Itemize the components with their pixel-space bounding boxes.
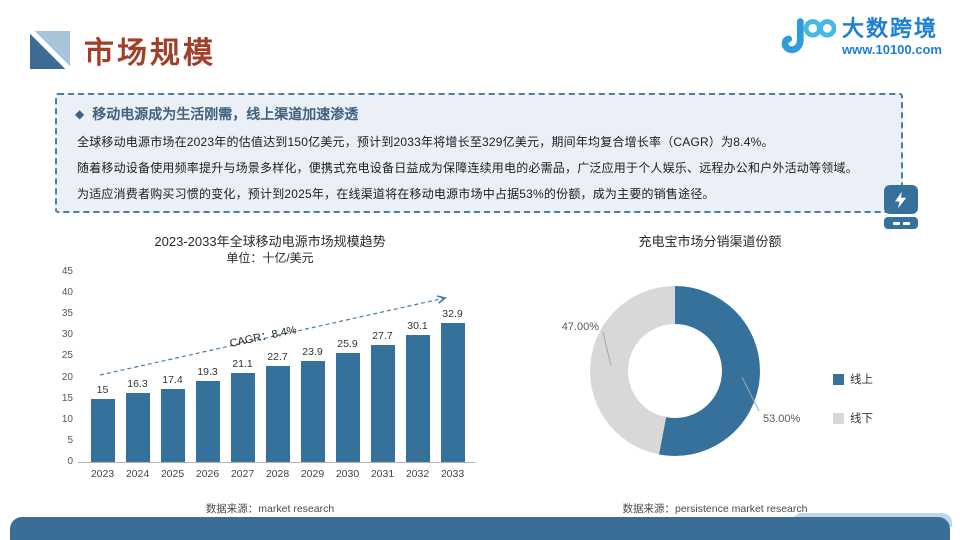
y-axis-tick: 10 (61, 413, 73, 425)
summary-paragraph: 全球移动电源市场在2023年的估值达到150亿美元，预计到2033年将增长至32… (77, 135, 774, 149)
x-axis-label: 2023 (90, 468, 115, 480)
diamond-bullet-icon: ◆ (75, 107, 85, 121)
bar-chart: 2023-2033年全球移动电源市场规模趋势 单位：十亿/美元 CAGR：8.4… (55, 225, 485, 487)
summary-heading-text: 移动电源成为生活刚需，线上渠道加速渗透 (92, 106, 359, 122)
x-axis-label: 2030 (335, 468, 360, 480)
bar (90, 398, 115, 462)
footer-bar (10, 517, 950, 540)
powerbank-icon (884, 185, 918, 229)
bar-value-label: 25.9 (337, 337, 358, 350)
bar (125, 393, 150, 462)
y-axis-tick: 20 (61, 371, 73, 383)
offline-share-label: 47.00% (561, 321, 599, 333)
brand-logo-icon (781, 18, 837, 54)
bar-value-label: 30.1 (407, 319, 428, 332)
legend-item-offline: 线下 (833, 410, 873, 426)
bar (265, 366, 290, 462)
summary-box: ◆ 移动电源成为生活刚需，线上渠道加速渗透 全球移动电源市场在2023年的估值达… (55, 93, 903, 213)
bar-chart-title: 2023-2033年全球移动电源市场规模趋势 (154, 234, 386, 249)
donut-chart-source: 数据来源：persistence market research (622, 503, 808, 515)
y-axis-tick: 5 (67, 434, 73, 446)
brand-url: www.10100.com (842, 42, 942, 58)
charger-ports-icon (884, 217, 918, 229)
bar (300, 361, 325, 462)
x-axis-label: 2027 (230, 468, 255, 480)
bar (335, 352, 360, 462)
offline-swatch-icon (833, 412, 844, 424)
title-square-icon (30, 31, 70, 69)
bar-value-label: 15 (96, 383, 109, 396)
bar (440, 323, 465, 462)
brand-logo: 大数跨境 www.10100.com (780, 16, 942, 60)
x-axis-label: 2025 (160, 468, 185, 480)
x-axis-label: 2032 (405, 468, 430, 480)
bar-value-label: 22.7 (267, 351, 288, 364)
legend-label-offline: 线下 (850, 413, 873, 425)
bar (195, 380, 220, 462)
bar (160, 388, 185, 462)
lightning-icon (884, 185, 918, 214)
page-title: 市场规模 (84, 37, 216, 70)
donut-ring (590, 286, 760, 456)
brand-logo-texts: 大数跨境 www.10100.com (842, 16, 942, 58)
x-axis-line (78, 462, 475, 463)
bar-value-label: 23.9 (302, 346, 323, 359)
bar-value-label: 17.4 (162, 373, 183, 386)
y-axis-tick: 35 (61, 308, 73, 320)
y-axis-tick: 15 (61, 392, 73, 404)
summary-paragraph: 随着移动设备使用频率提升与场景多样化，便携式充电设备日益成为保障连续用电的必需品… (77, 161, 858, 175)
x-axis-label: 2033 (440, 468, 465, 480)
online-share-label: 53.00% (763, 413, 801, 425)
donut-hole (628, 324, 722, 418)
bar-chart-source: 数据来源：market research (205, 503, 335, 515)
bar (370, 345, 395, 462)
bar (230, 372, 255, 462)
legend-label-online: 线上 (850, 374, 873, 386)
bar-value-label: 16.3 (127, 378, 148, 391)
donut-legend: 线上 线下 (833, 371, 873, 426)
x-axis-label: 2029 (300, 468, 325, 480)
y-axis-tick: 30 (61, 329, 73, 341)
y-axis-tick: 40 (61, 287, 73, 299)
x-axis-label: 2031 (370, 468, 395, 480)
bar (405, 334, 430, 462)
donut-chart-title: 充电宝市场分销渠道份额 (638, 234, 782, 249)
bar-value-label: 19.3 (197, 365, 218, 378)
y-axis-tick: 0 (67, 456, 73, 467)
summary-heading: ◆ 移动电源成为生活刚需，线上渠道加速渗透 (75, 104, 881, 124)
online-swatch-icon (833, 373, 844, 385)
y-axis-tick: 45 (61, 266, 73, 277)
summary-paragraph: 为适应消费者购买习惯的变化，预计到2025年，在线渠道将在移动电源市场中占据53… (77, 187, 715, 201)
x-axis-label: 2024 (125, 468, 150, 480)
bar-value-label: 21.1 (232, 357, 253, 370)
bar-value-label: 32.9 (442, 308, 463, 321)
header: 市场规模 (30, 28, 216, 72)
y-axis-tick: 25 (61, 350, 73, 362)
bar-value-label: 27.7 (372, 330, 393, 343)
x-axis-label: 2028 (265, 468, 290, 480)
brand-name: 大数跨境 (842, 16, 939, 41)
bar-chart-subtitle: 单位：十亿/美元 (226, 251, 314, 265)
x-axis-label: 2026 (195, 468, 220, 480)
donut-chart: 充电宝市场分销渠道份额 47.00% 53.00% 线上 线下 (545, 225, 935, 487)
legend-item-online: 线上 (833, 371, 873, 387)
